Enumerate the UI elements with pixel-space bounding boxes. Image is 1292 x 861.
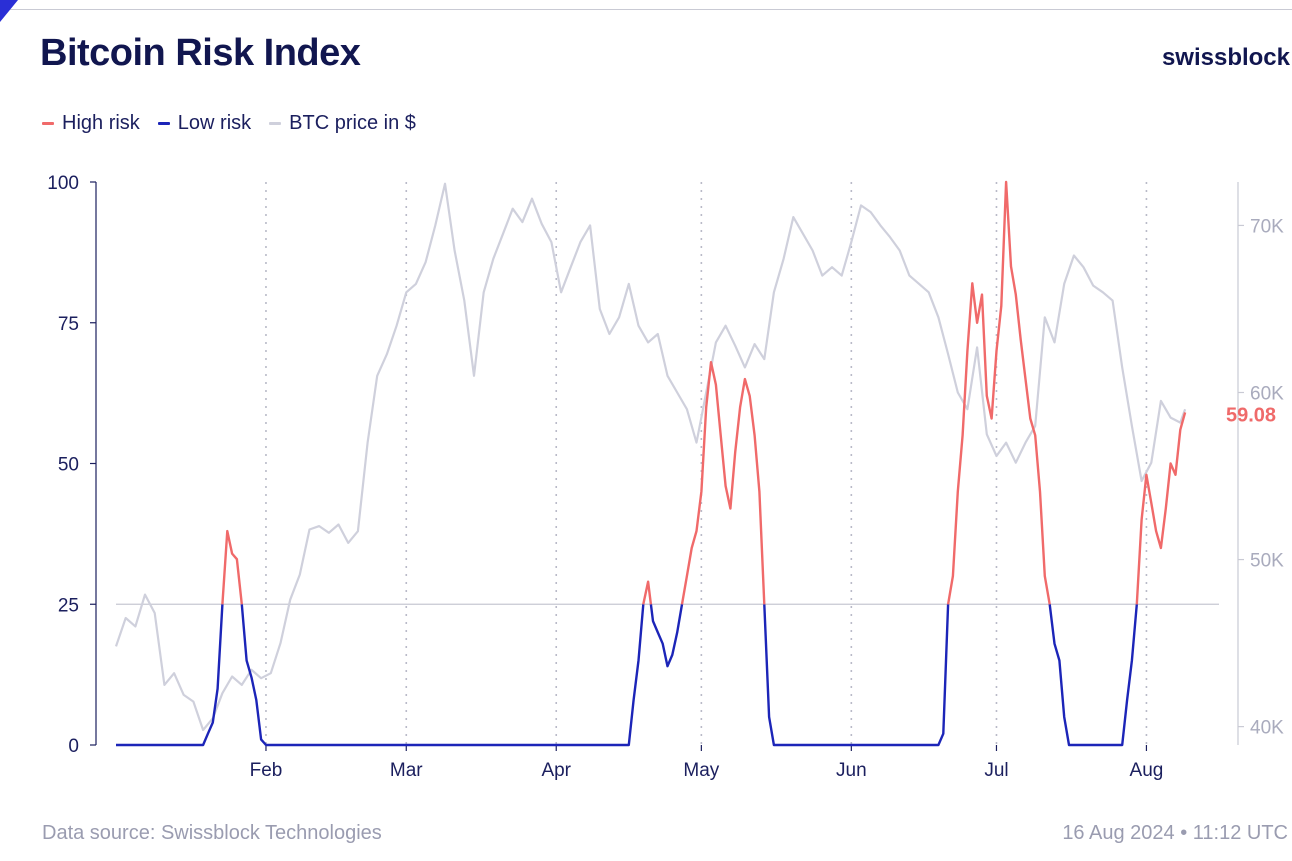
timestamp: 16 Aug 2024 • 11:12 UTC (1062, 822, 1288, 844)
y-left-tick-label: 25 (58, 595, 79, 616)
legend-label-high-risk: High risk (62, 112, 140, 134)
x-tick-label: Feb (250, 760, 283, 781)
y-right-tick-label: 50K (1250, 551, 1284, 572)
data-source: Data source: Swissblock Technologies (42, 822, 382, 844)
legend-item-low-risk: Low risk (157, 112, 252, 135)
legend-item-btc-price: BTC price in $ (269, 112, 416, 135)
y-right-tick-label: 60K (1250, 383, 1284, 404)
legend-label-low-risk: Low risk (177, 112, 252, 134)
legend-item-high-risk: High risk (42, 112, 140, 135)
risk-line-high (221, 180, 1187, 605)
y-left-tick-label: 50 (58, 455, 79, 476)
x-tick-label: Aug (1130, 760, 1164, 781)
y-left-tick-label: 0 (68, 736, 79, 757)
y-left-tick-label: 100 (47, 173, 79, 194)
risk-line-low (116, 604, 1138, 747)
corner-accent (0, 0, 18, 22)
risk-end-value-label: 59.08 (1226, 404, 1276, 426)
brand-logo: swissblock (1161, 44, 1290, 71)
legend-label-btc-price: BTC price in $ (289, 112, 416, 134)
x-tick-label: Mar (390, 760, 423, 781)
y-right-tick-label: 70K (1250, 216, 1284, 237)
x-tick-label: Jul (984, 760, 1008, 781)
legend-swatch-btc-price (269, 122, 282, 125)
y-left-tick-label: 75 (58, 314, 79, 335)
legend-swatch-high-risk (42, 122, 54, 125)
x-tick-label: Apr (541, 760, 571, 781)
top-rule (0, 9, 1292, 10)
legend: High risk Low risk BTC price in $ (42, 112, 416, 135)
legend-swatch-low-risk (157, 122, 170, 125)
x-tick-label: May (683, 760, 719, 781)
btc-price-line (114, 182, 1187, 732)
y-right-tick-label: 40K (1250, 718, 1284, 739)
chart-title: Bitcoin Risk Index (40, 32, 361, 74)
x-tick-label: Jun (836, 760, 867, 781)
